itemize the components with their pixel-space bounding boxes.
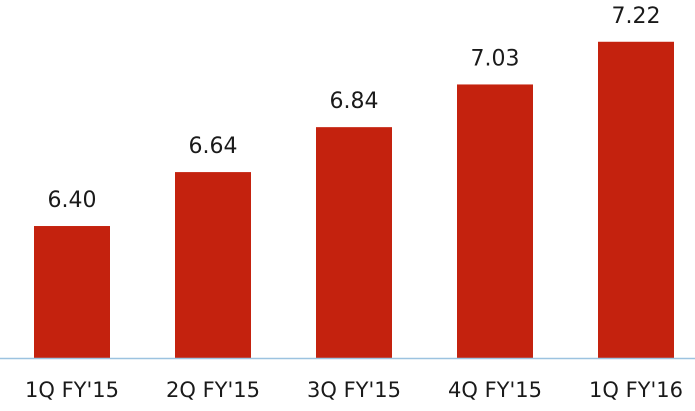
value-label-4: 7.03: [471, 46, 520, 71]
bar-3: [316, 127, 392, 358]
x-tick-label-3: 3Q FY'15: [307, 378, 401, 402]
x-tick-label-1: 1Q FY'15: [25, 378, 119, 402]
bar-4: [457, 84, 533, 359]
value-label-2: 6.64: [189, 134, 238, 159]
value-label-5: 7.22: [612, 4, 661, 29]
value-label-3: 6.84: [330, 89, 379, 114]
x-tick-label-2: 2Q FY'15: [166, 378, 260, 402]
x-tick-labels-group: 1Q FY'15 2Q FY'15 3Q FY'15 4Q FY'15 1Q FY'16: [25, 378, 683, 402]
bars-group: [34, 41, 674, 359]
value-label-1: 6.40: [48, 188, 97, 213]
bar-1: [34, 226, 110, 358]
value-labels-group: 6.40 6.64 6.84 7.03 7.22: [48, 4, 661, 213]
bar-5: [598, 41, 674, 359]
x-tick-label-4: 4Q FY'15: [448, 378, 542, 402]
x-tick-label-5: 1Q FY'16: [589, 378, 683, 402]
bar-2: [175, 172, 251, 358]
